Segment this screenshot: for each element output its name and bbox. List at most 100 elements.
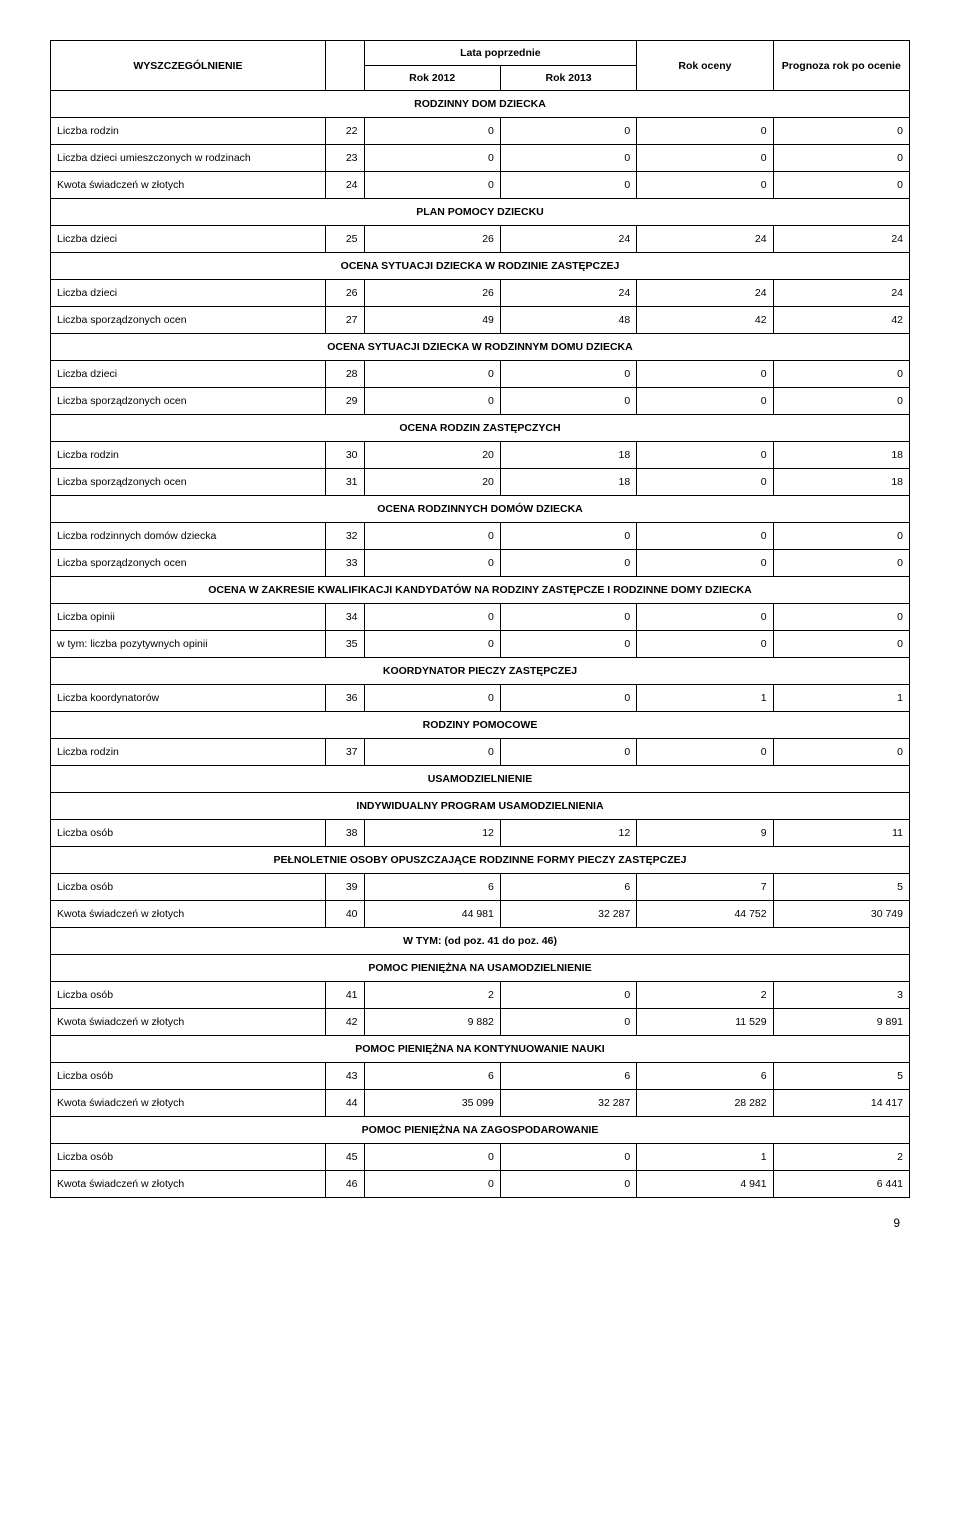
section-cell: OCENA W ZAKRESIE KWALIFIKACJI KANDYDATÓW…: [51, 577, 910, 604]
value-cell: 0: [364, 172, 500, 199]
section-cell: INDYWIDUALNY PROGRAM USAMODZIELNIENIA: [51, 793, 910, 820]
section-cell: OCENA RODZINNYCH DOMÓW DZIECKA: [51, 496, 910, 523]
value-cell: 9 882: [364, 1009, 500, 1036]
value-cell: 11 529: [637, 1009, 773, 1036]
value-cell: 0: [364, 550, 500, 577]
section-cell: PEŁNOLETNIE OSOBY OPUSZCZAJĄCE RODZINNE …: [51, 847, 910, 874]
row-label: Kwota świadczeń w złotych: [51, 172, 326, 199]
row-number: 44: [325, 1090, 364, 1117]
table-row: Liczba dzieci2626242424: [51, 280, 910, 307]
row-label: Kwota świadczeń w złotych: [51, 1171, 326, 1198]
row-number: 37: [325, 739, 364, 766]
header-col2: Lata poprzednie: [364, 41, 637, 66]
table-row: OCENA W ZAKRESIE KWALIFIKACJI KANDYDATÓW…: [51, 577, 910, 604]
table-body: RODZINNY DOM DZIECKALiczba rodzin220000L…: [51, 91, 910, 1198]
row-number: 46: [325, 1171, 364, 1198]
value-cell: 0: [500, 523, 636, 550]
value-cell: 0: [773, 550, 909, 577]
value-cell: 48: [500, 307, 636, 334]
value-cell: 30 749: [773, 901, 909, 928]
row-label: Liczba rodzin: [51, 442, 326, 469]
row-label: Liczba koordynatorów: [51, 685, 326, 712]
section-cell: POMOC PIENIĘŻNA NA KONTYNUOWANIE NAUKI: [51, 1036, 910, 1063]
table-row: OCENA SYTUACJI DZIECKA W RODZINNYM DOMU …: [51, 334, 910, 361]
value-cell: 9: [637, 820, 773, 847]
value-cell: 20: [364, 469, 500, 496]
table-row: Liczba dzieci2526242424: [51, 226, 910, 253]
table-row: w tym: liczba pozytywnych opinii350000: [51, 631, 910, 658]
value-cell: 0: [364, 631, 500, 658]
row-label: Kwota świadczeń w złotych: [51, 901, 326, 928]
value-cell: 42: [637, 307, 773, 334]
row-number: 30: [325, 442, 364, 469]
value-cell: 0: [773, 118, 909, 145]
value-cell: 18: [500, 469, 636, 496]
table-row: OCENA RODZIN ZASTĘPCZYCH: [51, 415, 910, 442]
value-cell: 0: [500, 1171, 636, 1198]
section-cell: RODZINNY DOM DZIECKA: [51, 91, 910, 118]
row-number: 39: [325, 874, 364, 901]
row-label: Liczba dzieci: [51, 361, 326, 388]
section-cell: USAMODZIELNIENIE: [51, 766, 910, 793]
page-number: 9: [50, 1198, 910, 1230]
value-cell: 26: [364, 280, 500, 307]
value-cell: 0: [500, 604, 636, 631]
row-label: Liczba rodzin: [51, 739, 326, 766]
table-row: Kwota świadczeń w złotych4044 98132 2874…: [51, 901, 910, 928]
row-number: 24: [325, 172, 364, 199]
value-cell: 24: [637, 226, 773, 253]
value-cell: 5: [773, 874, 909, 901]
value-cell: 0: [773, 631, 909, 658]
value-cell: 6: [364, 1063, 500, 1090]
row-number: 43: [325, 1063, 364, 1090]
row-number: 45: [325, 1144, 364, 1171]
value-cell: 44 981: [364, 901, 500, 928]
row-label: Liczba rodzinnych domów dziecka: [51, 523, 326, 550]
row-number: 27: [325, 307, 364, 334]
table-row: Liczba osób412023: [51, 982, 910, 1009]
table-row: Kwota świadczeń w złotych46004 9416 441: [51, 1171, 910, 1198]
section-cell: OCENA SYTUACJI DZIECKA W RODZINNYM DOMU …: [51, 334, 910, 361]
table-row: Kwota świadczeń w złotych240000: [51, 172, 910, 199]
table-row: Liczba osób396675: [51, 874, 910, 901]
value-cell: 0: [364, 118, 500, 145]
table-row: USAMODZIELNIENIE: [51, 766, 910, 793]
value-cell: 0: [364, 604, 500, 631]
value-cell: 1: [773, 685, 909, 712]
header-blank: [325, 41, 364, 91]
section-cell: OCENA SYTUACJI DZIECKA W RODZINIE ZASTĘP…: [51, 253, 910, 280]
table-row: INDYWIDUALNY PROGRAM USAMODZIELNIENIA: [51, 793, 910, 820]
value-cell: 0: [500, 631, 636, 658]
value-cell: 18: [500, 442, 636, 469]
table-row: RODZINNY DOM DZIECKA: [51, 91, 910, 118]
value-cell: 6: [500, 874, 636, 901]
value-cell: 2: [773, 1144, 909, 1171]
table-row: Liczba osób436665: [51, 1063, 910, 1090]
table-row: Liczba rodzinnych domów dziecka320000: [51, 523, 910, 550]
table-row: Liczba sporządzonych ocen312018018: [51, 469, 910, 496]
value-cell: 0: [637, 604, 773, 631]
value-cell: 4 941: [637, 1171, 773, 1198]
value-cell: 0: [364, 1171, 500, 1198]
section-cell: PLAN POMOCY DZIECKU: [51, 199, 910, 226]
header-col3: Rok oceny: [637, 41, 773, 91]
value-cell: 0: [773, 604, 909, 631]
table-row: Liczba sporządzonych ocen330000: [51, 550, 910, 577]
value-cell: 0: [500, 1009, 636, 1036]
value-cell: 0: [773, 172, 909, 199]
row-number: 25: [325, 226, 364, 253]
value-cell: 0: [637, 739, 773, 766]
value-cell: 0: [500, 1144, 636, 1171]
value-cell: 32 287: [500, 1090, 636, 1117]
value-cell: 2: [364, 982, 500, 1009]
row-number: 31: [325, 469, 364, 496]
value-cell: 0: [500, 388, 636, 415]
row-label: Kwota świadczeń w złotych: [51, 1009, 326, 1036]
value-cell: 0: [637, 118, 773, 145]
row-number: 26: [325, 280, 364, 307]
table-row: Liczba osób450012: [51, 1144, 910, 1171]
value-cell: 0: [637, 361, 773, 388]
value-cell: 0: [364, 361, 500, 388]
table-row: OCENA SYTUACJI DZIECKA W RODZINIE ZASTĘP…: [51, 253, 910, 280]
value-cell: 9 891: [773, 1009, 909, 1036]
